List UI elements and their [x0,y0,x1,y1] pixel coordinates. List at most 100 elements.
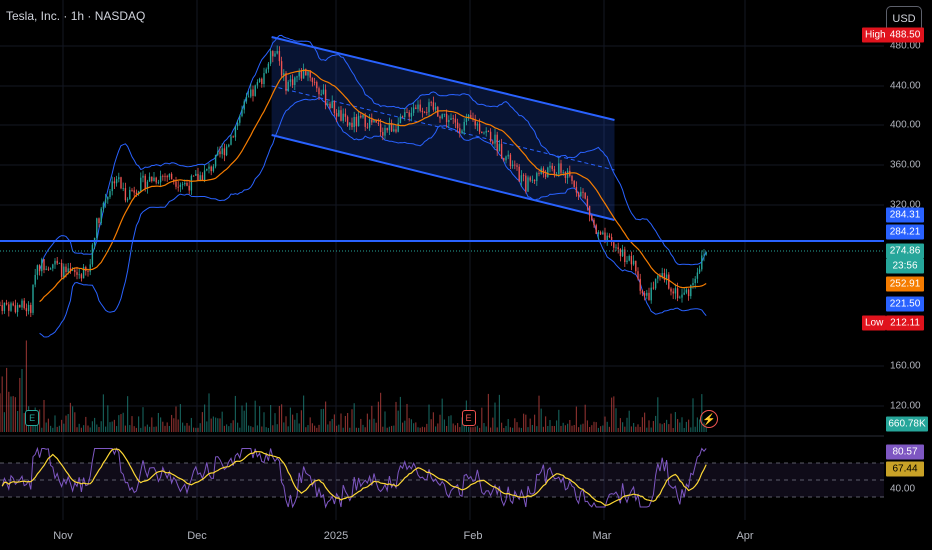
candle-body [406,112,408,114]
candle-body [481,131,483,134]
candle-body [377,122,380,124]
candle-body [168,173,171,178]
symbol-title[interactable]: Tesla, Inc. · 1h · NASDAQ [6,9,146,23]
price-axis-tick: 160.00 [890,360,921,372]
volume-bar [89,427,91,432]
candle-body [470,115,472,118]
candle-body [122,188,124,189]
candle-body [331,101,333,109]
candle-body [230,136,232,145]
candle-body [591,215,593,220]
volume-bar [342,427,344,432]
candle-body [494,134,496,144]
volume-bar [527,427,529,432]
volume-bar [547,426,549,432]
volume-bar [287,426,289,432]
candle-body [58,263,61,264]
lightning-icon[interactable]: ⚡ [700,410,718,428]
volume-bar [364,427,366,432]
candle-body [186,182,188,186]
candle-body [443,113,446,115]
candle-body [410,112,413,117]
candle-body [448,119,450,123]
candle-body [628,256,630,261]
volume-bar [155,426,157,432]
candle-body [615,247,617,249]
candle-body [514,164,516,166]
volume-bar [166,422,168,432]
candle-body [49,268,52,270]
volume-bar [338,424,340,432]
candle-body [166,176,168,178]
volume-bar [120,414,122,432]
volume-bar [560,425,562,432]
candle-body [340,110,342,121]
volume-bar [261,426,263,432]
volume-bar [512,427,514,432]
candle-body [613,242,615,248]
candle-body [298,70,300,77]
candle-body [67,268,69,273]
candle-body [102,202,105,209]
volume-bar [589,427,591,432]
volume-bar [206,421,208,432]
volume-bar [164,425,166,432]
volume-bar [534,414,536,432]
candle-body [324,89,327,106]
candle-body [386,128,388,131]
volume-bar [107,405,109,432]
candle-body [27,304,30,312]
volume-bar [637,424,639,432]
volume-bar [580,424,582,432]
volume-bar [52,427,54,432]
candle-body [441,114,443,119]
volume-bar [87,425,89,432]
candle-body [76,272,78,275]
candle-body [373,120,375,123]
volume-bar [122,412,124,432]
volume-bar [644,412,646,432]
candle-body [511,164,514,167]
volume-bar [63,423,65,432]
candle-body [74,269,76,273]
earnings-marker[interactable]: E [25,410,40,426]
volume-bar [626,417,628,432]
candle-body [527,177,529,192]
candle-body [263,73,265,85]
volume-bar [690,427,692,432]
volume-bar [586,420,588,432]
volume-bar [212,416,214,432]
volume-bar [289,407,291,432]
candle-body [25,308,28,312]
regression-channel[interactable] [271,36,615,221]
volume-bar [146,424,148,432]
volume-bar [151,417,153,432]
price-axis-tick: 480.00 [890,40,921,52]
candle-body [5,302,8,305]
volume-bar [474,426,476,432]
candle-body [397,123,399,132]
volume-bar [111,421,113,432]
volume-bar [417,427,419,432]
candle-body [210,166,212,172]
time-axis-label: 2025 [323,530,349,542]
candle-body [188,185,190,191]
candle-body [404,112,406,117]
candle-body [353,116,355,128]
candle-body [661,272,663,278]
volume-bar [292,414,294,432]
volume-bar [419,427,421,432]
earnings-marker[interactable]: E [461,410,476,426]
volume-bar [190,417,192,432]
volume-bar [83,425,85,432]
candle-body [692,283,694,285]
volume-bar [215,417,217,432]
candle-body [285,73,287,91]
candle-body [219,151,221,155]
volume-bar [65,415,67,432]
candle-body [144,175,146,188]
candle-body [164,176,166,177]
volume-bar [243,410,245,432]
rsi-ma-line [1,448,707,506]
